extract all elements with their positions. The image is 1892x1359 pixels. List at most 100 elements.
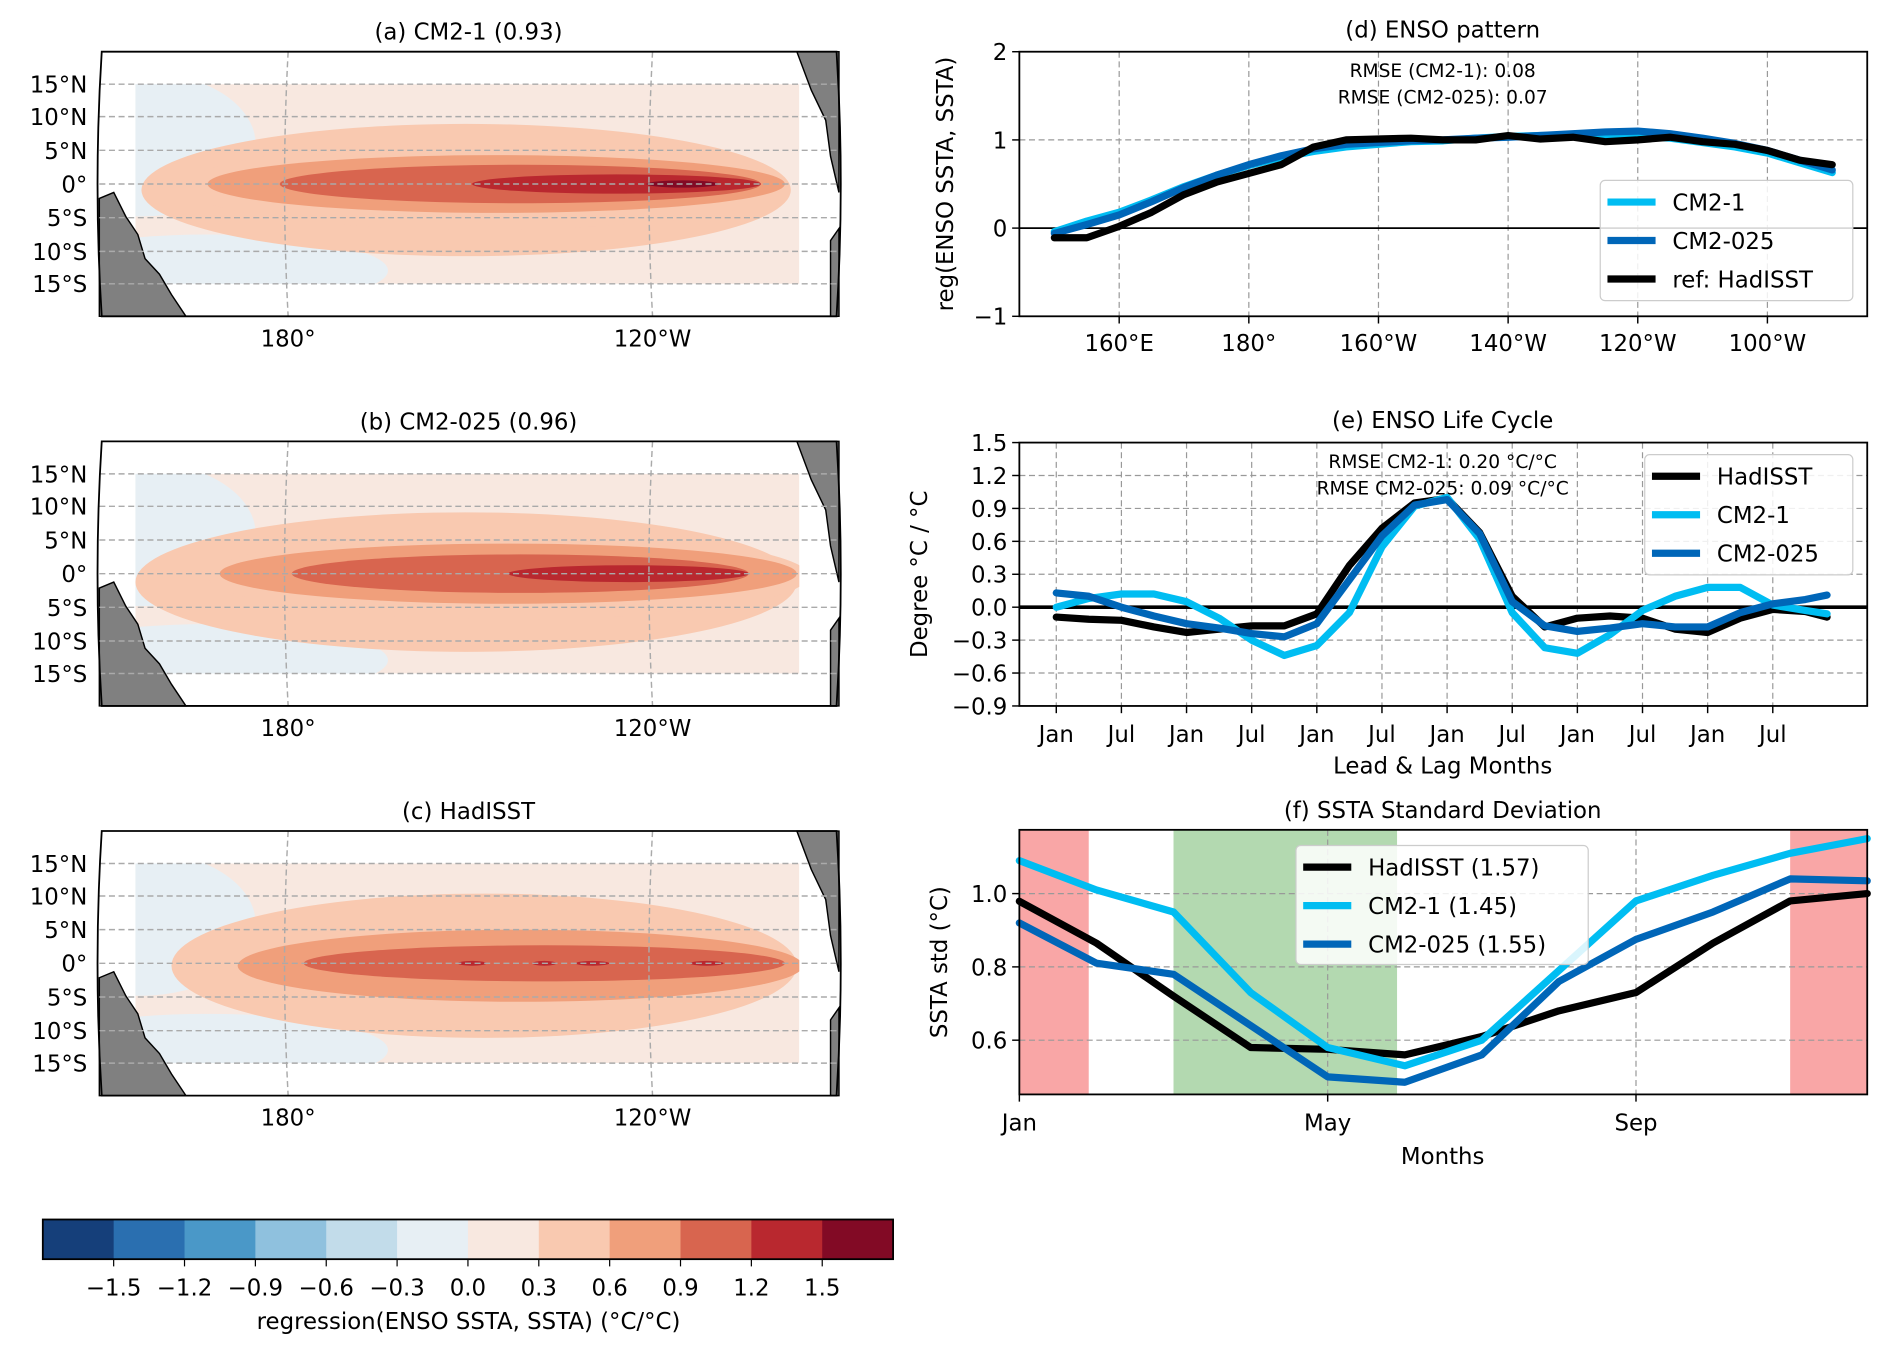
y-tick-label: −0.6 bbox=[952, 661, 1007, 687]
series-lines bbox=[1050, 127, 1836, 242]
colorbar-tick-label: 1.2 bbox=[733, 1275, 769, 1301]
lat-label: 10°S bbox=[32, 1019, 87, 1045]
legend-label: CM2-1 bbox=[1672, 190, 1745, 216]
map-panels: (a) CM2-1 (0.93) 15°N 10°N 5°N 0° 5°S 10°S 15°S… bbox=[30, 20, 842, 1132]
chart-title: (f) SSTA Standard Deviation bbox=[1284, 798, 1602, 824]
lon-label: 180° bbox=[261, 716, 316, 742]
lat-label: 10°S bbox=[32, 240, 87, 266]
map-panel-b: (b) CM2-025 (0.96) 15°N 10°N 5°N 0° 5°S 10°S 15… bbox=[30, 409, 842, 742]
y-tick-label: 0.3 bbox=[971, 563, 1007, 589]
chart-title: (d) ENSO pattern bbox=[1345, 17, 1540, 43]
x-tick-label: Sep bbox=[1614, 1110, 1657, 1136]
map-title: (c) HadISST bbox=[402, 799, 536, 825]
colorbar-tick-label: 0.6 bbox=[591, 1275, 627, 1301]
land-south-america bbox=[829, 615, 840, 707]
x-tick-label: Jul bbox=[1366, 722, 1396, 748]
colorbar-bin bbox=[538, 1219, 611, 1260]
lon-label: 180° bbox=[261, 326, 316, 352]
legend-label: CM2-1 bbox=[1717, 503, 1790, 529]
land-south-america bbox=[829, 226, 840, 318]
map-title: (a) CM2-1 (0.93) bbox=[375, 20, 563, 46]
legend-label: CM2-1 (1.45) bbox=[1368, 894, 1517, 920]
map-frame bbox=[96, 830, 842, 1097]
lat-label: 15°S bbox=[32, 662, 87, 688]
colorbar-bin bbox=[42, 1219, 115, 1260]
land-central-america bbox=[795, 830, 840, 972]
chart-panel-e: (e) ENSO Life Cycle Jan Jul Jan Jul Jan Jul Jan… bbox=[907, 408, 1869, 779]
legend: CM2-1 CM2-025 ref: HadISST bbox=[1599, 179, 1854, 302]
rmse-annotation: RMSE CM2-025: 0.09 °C/°C bbox=[1317, 478, 1569, 499]
legend-box bbox=[1599, 179, 1854, 302]
lat-label: 5°N bbox=[44, 528, 87, 554]
shaded-season-span bbox=[1019, 829, 1089, 1095]
colorbar-bin bbox=[822, 1219, 894, 1260]
land-central-america bbox=[795, 50, 840, 193]
colorbar-tick-label: −0.9 bbox=[228, 1275, 283, 1301]
y-tick-label: 1.2 bbox=[971, 464, 1007, 490]
x-tick-label: Jan bbox=[1167, 722, 1204, 748]
lon-gridline bbox=[648, 830, 654, 1096]
lat-label: 0° bbox=[61, 952, 87, 978]
contour-level bbox=[457, 960, 487, 966]
colorbar-tick-label: 0.9 bbox=[662, 1275, 698, 1301]
series-line-cm2-025-1-55 bbox=[1015, 875, 1871, 1086]
y-tick-label: −0.9 bbox=[952, 694, 1007, 720]
y-tick-label: 1.5 bbox=[971, 431, 1007, 457]
x-tick-label: Jul bbox=[1236, 722, 1266, 748]
map-frame bbox=[96, 440, 842, 707]
lat-label: 10°N bbox=[30, 884, 88, 910]
lon-gridline bbox=[283, 51, 289, 317]
y-tick-label: −0.3 bbox=[952, 629, 1007, 655]
lon-gridline bbox=[648, 441, 654, 706]
legend: HadISST CM2-1 CM2-025 bbox=[1644, 454, 1854, 576]
x-tick-label: 180° bbox=[1221, 331, 1276, 357]
colorbar-tick-label: −1.2 bbox=[157, 1275, 212, 1301]
lon-gridline bbox=[648, 51, 654, 317]
lon-label: 180° bbox=[261, 1106, 316, 1132]
legend-label: ref: HadISST bbox=[1672, 267, 1814, 293]
x-tick-label: Jan bbox=[1688, 722, 1725, 748]
x-tick-label: Jul bbox=[1627, 722, 1657, 748]
colorbar-tick-label: 1.5 bbox=[804, 1275, 840, 1301]
y-tick-label: 0.0 bbox=[971, 596, 1007, 622]
colorbar-bin bbox=[113, 1219, 186, 1260]
legend-label: CM2-025 bbox=[1672, 229, 1774, 255]
regression-contours bbox=[135, 473, 800, 674]
plot-frame bbox=[1018, 50, 1869, 318]
lat-label: 0° bbox=[61, 172, 87, 198]
y-tick-label: 2 bbox=[993, 40, 1008, 66]
map-title: (b) CM2-025 (0.96) bbox=[360, 409, 578, 435]
lat-label: 5°N bbox=[44, 918, 87, 944]
colorbar-bin bbox=[751, 1219, 823, 1260]
colorbar-tick-label: 0.3 bbox=[521, 1275, 557, 1301]
y-tick-label: −1 bbox=[974, 305, 1008, 331]
legend-label: CM2-025 (1.55) bbox=[1368, 933, 1546, 959]
y-tick-label: 0.6 bbox=[971, 530, 1007, 556]
colorbar-label: regression(ENSO SSTA, SSTA) (°C/°C) bbox=[257, 1309, 681, 1335]
lat-label: 0° bbox=[61, 562, 87, 588]
colorbar: −1.5 −1.2 −0.9 −0.6 −0.3 0.0 0.3 0.6 0.9 1.2 1.5 re… bbox=[41, 1218, 894, 1335]
land-south-america bbox=[829, 1005, 840, 1097]
colorbar-bin bbox=[326, 1219, 398, 1260]
lon-label: 120°W bbox=[614, 716, 692, 742]
lat-label: 5°S bbox=[47, 206, 87, 232]
x-tick-label: May bbox=[1304, 1110, 1351, 1136]
series-lines bbox=[1015, 835, 1871, 1086]
y-axis-label: reg(ENSO SSTA, SSTA) bbox=[933, 57, 959, 312]
map-panel-a: (a) CM2-1 (0.93) 15°N 10°N 5°N 0° 5°S 10°S 15°S… bbox=[30, 20, 842, 352]
shaded-season-span bbox=[1790, 829, 1868, 1095]
lat-label: 15°N bbox=[30, 73, 88, 99]
y-axis-label: SSTA std (°C) bbox=[927, 886, 953, 1038]
lat-label: 10°S bbox=[32, 629, 87, 655]
lat-label: 15°N bbox=[30, 852, 88, 878]
lat-label: 5°S bbox=[47, 596, 87, 622]
x-tick-label: 100°W bbox=[1729, 331, 1807, 357]
colorbar-tick-label: −1.5 bbox=[86, 1275, 141, 1301]
x-axis-label: Lead & Lag Months bbox=[1333, 753, 1552, 779]
lat-label: 15°N bbox=[30, 462, 88, 488]
legend-box bbox=[1644, 454, 1854, 576]
rmse-annotation: RMSE (CM2-025): 0.07 bbox=[1338, 87, 1548, 108]
line-chart-panels: (d) ENSO pattern 160°E 180° 160°W 140°W 120°W… bbox=[907, 17, 1871, 1170]
series-line-cm2-1-1-45 bbox=[1015, 835, 1871, 1070]
